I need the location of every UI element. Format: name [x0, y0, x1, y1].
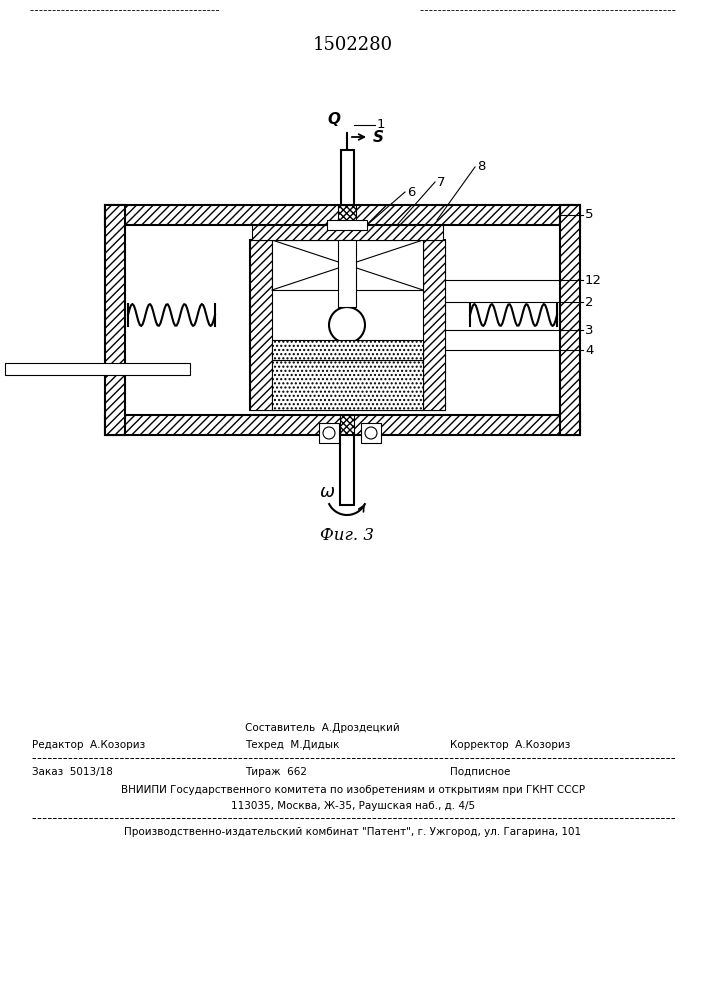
Bar — [338, 205, 356, 225]
Text: Q: Q — [327, 112, 341, 127]
Text: Составитель  А.Дроздецкий: Составитель А.Дроздецкий — [245, 723, 399, 733]
Bar — [250, 240, 272, 410]
Text: ВНИИПИ Государственного комитета по изобретениям и открытиям при ГКНТ СССР: ВНИИПИ Государственного комитета по изоб… — [121, 785, 585, 795]
Text: 5: 5 — [585, 209, 593, 222]
Bar — [338, 240, 356, 307]
Bar — [105, 205, 580, 225]
Text: Редактор  А.Козориз: Редактор А.Козориз — [32, 740, 145, 750]
Bar — [560, 205, 580, 435]
Text: Заказ  5013/18: Заказ 5013/18 — [32, 767, 113, 777]
Text: Фиг. 3: Фиг. 3 — [320, 526, 374, 544]
Bar — [319, 423, 339, 443]
Text: 6: 6 — [407, 186, 416, 198]
Text: 8: 8 — [477, 160, 486, 174]
Text: Производственно-издательский комбинат "Патент", г. Ужгород, ул. Гагарина, 101: Производственно-издательский комбинат "П… — [124, 827, 582, 837]
Bar — [5, 363, 190, 375]
Bar — [125, 225, 560, 415]
Text: 4: 4 — [585, 344, 593, 357]
Text: 3: 3 — [585, 324, 593, 336]
Text: Тираж  662: Тираж 662 — [245, 767, 307, 777]
Bar — [327, 220, 367, 230]
Circle shape — [365, 427, 377, 439]
Circle shape — [323, 427, 335, 439]
Text: 7: 7 — [437, 176, 445, 188]
Text: 1502280: 1502280 — [313, 36, 393, 54]
Bar — [340, 415, 354, 435]
Bar — [250, 240, 445, 410]
Text: $\omega$: $\omega$ — [319, 483, 335, 501]
Bar — [361, 423, 381, 443]
Text: Подписное: Подписное — [450, 767, 510, 777]
Bar — [341, 150, 354, 205]
Bar — [105, 205, 125, 435]
Bar — [272, 240, 423, 290]
Bar — [105, 415, 580, 435]
Text: 113035, Москва, Ж-35, Раушская наб., д. 4/5: 113035, Москва, Ж-35, Раушская наб., д. … — [231, 801, 475, 811]
Text: 2: 2 — [585, 296, 593, 308]
Bar — [272, 340, 423, 360]
Text: 1: 1 — [377, 118, 385, 131]
Text: Техред  М.Дидык: Техред М.Дидык — [245, 740, 339, 750]
Bar — [340, 435, 354, 505]
Text: S: S — [373, 129, 384, 144]
Bar — [272, 360, 423, 410]
Text: 12: 12 — [585, 273, 602, 286]
Text: Корректор  А.Козориз: Корректор А.Козориз — [450, 740, 571, 750]
Circle shape — [329, 307, 365, 343]
Bar — [423, 240, 445, 410]
Bar — [252, 225, 443, 240]
